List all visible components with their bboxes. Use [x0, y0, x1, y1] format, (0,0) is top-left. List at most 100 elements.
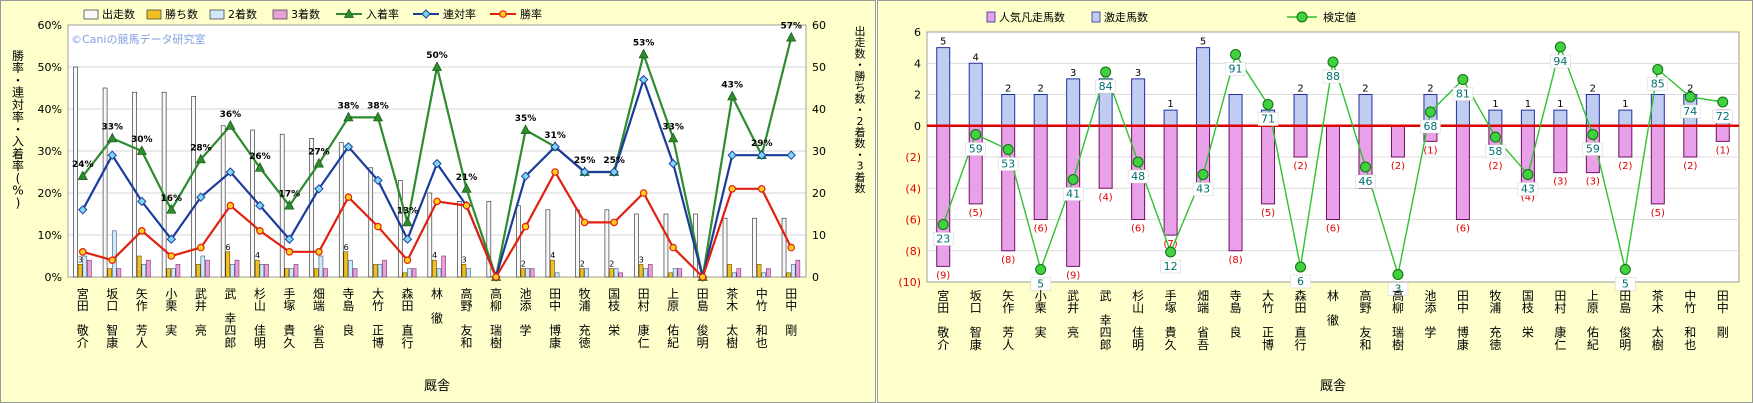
marker-winRate — [403, 256, 412, 265]
bar-second — [466, 268, 471, 278]
marker-test-value — [1295, 261, 1307, 273]
bar-label-popular-loss: (8) — [1228, 255, 1242, 266]
bar-third — [618, 272, 624, 278]
test-value-label: 88 — [1326, 70, 1340, 83]
bar-second — [348, 259, 353, 278]
marker-test-value — [1327, 56, 1339, 68]
bar-label-popular-loss: (4) — [1521, 192, 1535, 203]
bar-dark-horse — [1001, 94, 1016, 127]
bar-popular-loss — [1553, 125, 1568, 174]
marker-top2Rate — [432, 158, 442, 169]
test-value-label: 84 — [1099, 80, 1113, 93]
test-value-label-box — [1095, 79, 1116, 94]
bar-second — [82, 255, 88, 278]
bar-starts — [457, 201, 462, 278]
bar-popular-loss — [1455, 125, 1470, 220]
legend-label: 連対率 — [443, 7, 476, 21]
test-value-label-box — [1355, 174, 1376, 189]
bar-third — [323, 268, 328, 278]
test-value-label: 5 — [1622, 278, 1629, 291]
x-tick-label: 宮田 敬介 — [937, 288, 949, 352]
y-tick-label-right: 10 — [812, 229, 826, 242]
bar-wins — [284, 268, 290, 278]
bar-popular-loss — [1650, 125, 1665, 205]
bar-wins — [579, 268, 585, 278]
test-value-label-box — [1615, 277, 1636, 291]
bar-label-dark-horse: 3 — [1135, 68, 1141, 79]
marker-test-value — [1489, 131, 1501, 143]
x-tick-label: 矢作 芳人 — [1002, 289, 1014, 352]
bar-second — [200, 255, 206, 278]
y-tick-label: 4 — [914, 57, 921, 70]
bar-second — [436, 268, 442, 278]
test-value-label: 46 — [1358, 175, 1372, 188]
test-value-label: 74 — [1683, 105, 1697, 118]
x-tick-label: 矢作 芳人 — [136, 287, 148, 350]
y-tick-label-left: 40% — [38, 103, 62, 116]
bar-dark-horse — [1066, 78, 1081, 127]
bar-wins — [373, 264, 378, 278]
test-value-label-box — [1387, 282, 1409, 296]
bar-label-popular-loss: (5) — [969, 208, 983, 219]
test-value-label: 43 — [1521, 183, 1535, 196]
bar-label-wins: 2 — [521, 260, 526, 269]
x-tick-label: 坂口 智康 — [970, 289, 982, 352]
marker-winRate — [787, 243, 796, 252]
bar-label-popular-loss: (2) — [1488, 161, 1502, 172]
place-rate-label: 57% — [780, 22, 802, 32]
y-tick-label-right: 20 — [812, 187, 826, 200]
marker-winRate — [757, 185, 766, 193]
bar-label-popular-loss: (6) — [1456, 224, 1470, 235]
bar-third — [175, 264, 181, 278]
bar-label-popular-loss: (5) — [1261, 208, 1275, 219]
marker-top2Rate — [579, 167, 590, 177]
bar-starts — [752, 217, 757, 278]
test-value-label: 91 — [1229, 63, 1243, 76]
bar-wins — [638, 264, 644, 278]
test-value-label-box — [1192, 182, 1214, 196]
marker-winRate — [433, 197, 441, 206]
test-value-label: 68 — [1423, 120, 1437, 133]
marker-placeRate — [254, 162, 265, 172]
test-value-label-box — [1030, 277, 1051, 291]
y-tick-label-right: 50 — [812, 61, 826, 74]
bar-label-dark-horse: 3 — [1070, 68, 1076, 79]
bar-second — [407, 268, 412, 278]
bar-label-wins: 4 — [550, 251, 555, 260]
bar-third — [736, 268, 742, 278]
y-tick-label-left: 20% — [38, 187, 62, 200]
marker-winRate — [374, 222, 382, 231]
marker-placeRate — [284, 199, 295, 210]
x-tick-label: 牧浦 充徳 — [1489, 289, 1501, 352]
legend-swatch — [1091, 11, 1101, 23]
y-tick-label-left: 30% — [38, 145, 62, 158]
marker-placeRate — [372, 111, 384, 122]
marker-winRate — [639, 189, 648, 197]
bar-starts — [102, 87, 108, 278]
bar-label-popular-loss: (6) — [1131, 224, 1145, 235]
y-axis-title-right: 出走数・勝ち数・ 2 着数・ 3 着数 — [855, 24, 866, 195]
bar-wins — [225, 251, 231, 278]
y-tick-label-left: 0% — [45, 271, 62, 284]
bar-label-wins: 2 — [609, 260, 614, 269]
bar-wins — [520, 268, 526, 278]
bar-label-dark-horse: 1 — [1525, 99, 1531, 110]
marker-winRate — [167, 252, 176, 260]
marker-test-value — [1067, 174, 1079, 185]
bar-starts — [663, 213, 669, 278]
legend-swatch — [986, 11, 996, 23]
legend-swatch — [83, 9, 99, 20]
marker-test-value — [1522, 169, 1534, 180]
marker-placeRate — [520, 124, 531, 134]
legend-marker — [343, 8, 355, 18]
marker-top2Rate — [255, 200, 265, 211]
legend-marker — [1296, 11, 1308, 23]
bar-wins — [727, 264, 732, 278]
marker-winRate — [315, 248, 323, 256]
legend-label: 3着数 — [291, 7, 320, 21]
bar-third — [87, 259, 92, 278]
y-tick-label-left: 60% — [38, 19, 62, 32]
marker-placeRate — [402, 216, 413, 227]
marker-placeRate — [166, 204, 177, 214]
